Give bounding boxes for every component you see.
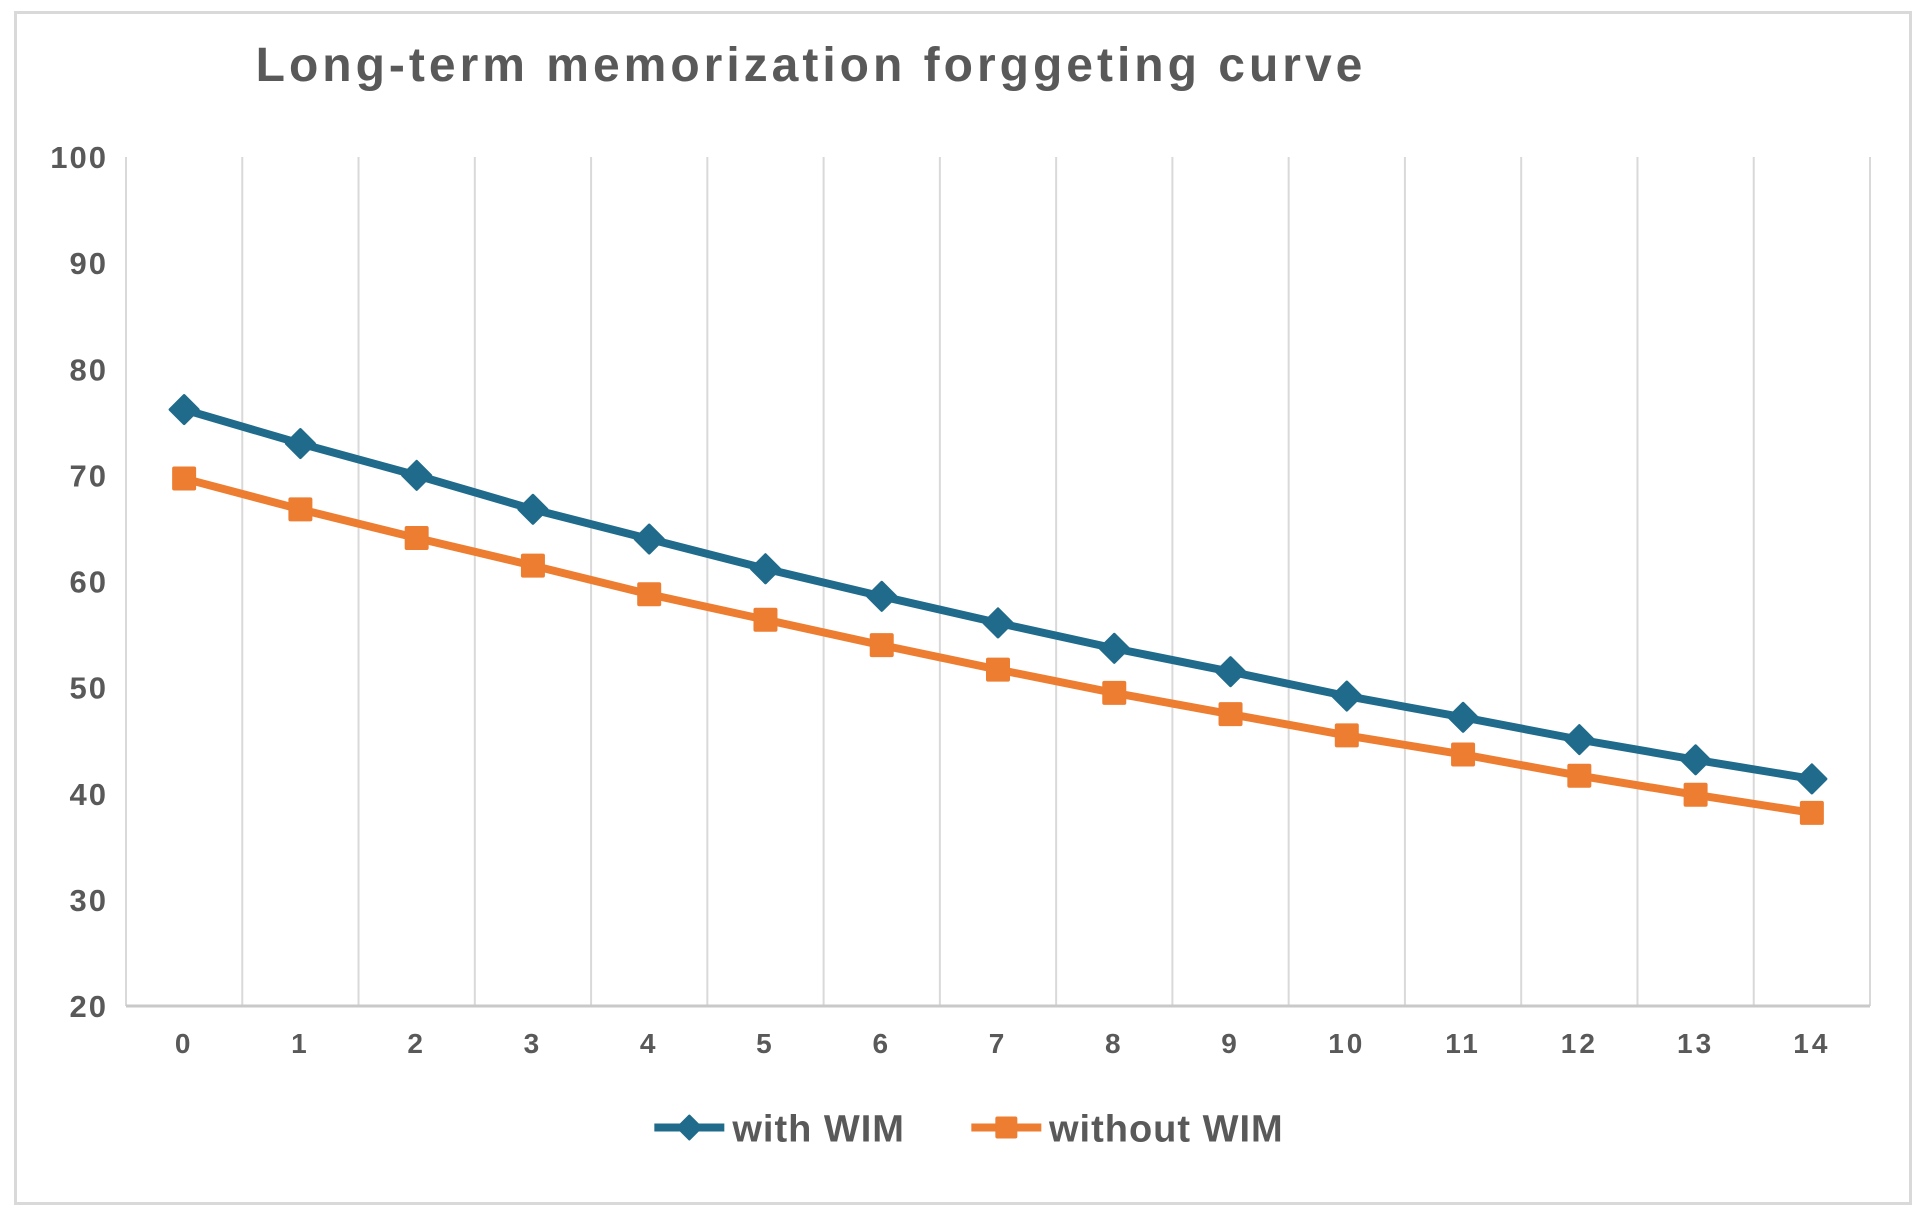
series-with-wim-marker <box>168 394 200 426</box>
y-tick-label: 70 <box>70 458 108 493</box>
legend-item-with-wim: with WIM <box>652 1108 905 1153</box>
x-tick-label: 2 <box>407 1028 426 1059</box>
series-without-wim-marker <box>1334 723 1359 748</box>
series-without-wim-marker <box>1218 702 1243 727</box>
y-tick-label: 30 <box>70 883 108 918</box>
series-without-wim-marker <box>869 633 894 658</box>
series-with-wim-marker <box>401 459 433 491</box>
series-with-wim-marker <box>1331 680 1363 712</box>
series-with-wim-marker <box>517 493 549 525</box>
series-without-wim-marker <box>1567 763 1592 788</box>
x-tick-label: 9 <box>1221 1028 1240 1059</box>
series-without-wim-marker <box>1451 742 1476 767</box>
legend-marker-with-wim-icon <box>652 1108 726 1153</box>
y-tick-label: 80 <box>70 352 108 387</box>
series-without-wim-marker <box>520 553 545 578</box>
series-without-wim-marker <box>753 607 778 632</box>
x-tick-label: 12 <box>1561 1028 1598 1059</box>
y-tick-label: 50 <box>70 671 108 706</box>
series-without-wim-marker <box>288 497 313 522</box>
x-tick-label: 6 <box>872 1028 891 1059</box>
series-with-wim-marker <box>1447 701 1479 733</box>
legend-marker-without-wim-icon <box>969 1108 1043 1153</box>
chart-title: Long-term memorization forggeting curve <box>255 39 1367 92</box>
x-tick-label: 3 <box>524 1028 543 1059</box>
y-tick-label: 90 <box>70 246 108 281</box>
series-without-wim-marker <box>404 525 429 550</box>
series-with-wim-marker <box>284 428 316 460</box>
y-tick-label: 20 <box>70 989 108 1024</box>
series-with-wim-marker <box>1098 632 1130 664</box>
x-tick-label: 1 <box>291 1028 310 1059</box>
x-tick-label: 14 <box>1793 1028 1830 1059</box>
y-tick-label: 100 <box>50 140 108 175</box>
x-tick-label: 7 <box>989 1028 1008 1059</box>
series-with-wim-marker <box>633 523 665 555</box>
series-with-wim-marker <box>1680 744 1712 776</box>
chart-border <box>14 11 1912 1205</box>
legend-swatch <box>970 1116 1041 1139</box>
series-with-wim-marker <box>749 553 781 585</box>
legend: with WIM without WIM <box>652 1108 1283 1153</box>
x-tick-label: 4 <box>640 1028 659 1059</box>
x-tick-label: 8 <box>1105 1028 1124 1059</box>
series-without-wim-marker <box>1102 680 1127 705</box>
series-with-wim-marker <box>982 607 1014 639</box>
x-tick-label: 0 <box>175 1028 194 1059</box>
series-with-wim-marker <box>1563 724 1595 756</box>
series-with-wim-line <box>180 405 1816 783</box>
series-without-wim-marker <box>637 582 662 607</box>
y-tick-label: 40 <box>70 777 108 812</box>
legend-label: without WIM <box>1048 1108 1284 1151</box>
series-with-wim-marker <box>1215 656 1247 688</box>
x-tick-label: 5 <box>756 1028 775 1059</box>
series-without-wim-marker <box>986 657 1010 682</box>
series-without-wim-marker <box>1683 782 1708 807</box>
legend-swatch <box>654 1114 725 1141</box>
series-without-wim-marker <box>1799 800 1824 825</box>
series-with-wim-marker <box>866 580 898 612</box>
series-without-wim-marker <box>172 466 197 491</box>
series-with-wim-marker <box>1796 763 1828 795</box>
legend-item-without-wim: without WIM <box>969 1108 1284 1153</box>
y-tick-label: 60 <box>70 565 108 600</box>
legend-label: with WIM <box>732 1108 905 1151</box>
x-tick-label: 13 <box>1677 1028 1714 1059</box>
x-tick-label: 10 <box>1328 1028 1365 1059</box>
x-tick-label: 11 <box>1445 1028 1481 1059</box>
